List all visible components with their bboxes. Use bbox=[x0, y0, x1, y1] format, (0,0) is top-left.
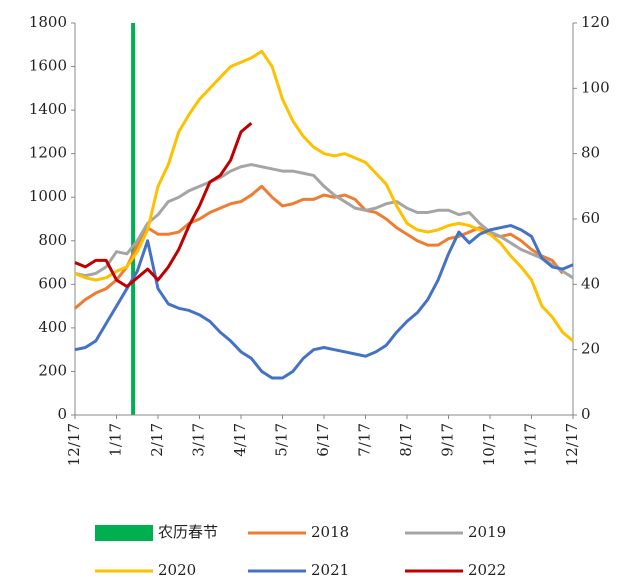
y-tick-label: 600 bbox=[38, 274, 67, 292]
legend-label: 2022 bbox=[468, 561, 506, 579]
x-tick-label: 8/17 bbox=[397, 423, 415, 457]
legend-label: 2019 bbox=[468, 523, 506, 541]
x-tick-label: 1/17 bbox=[107, 423, 125, 457]
y-tick-label: 800 bbox=[38, 231, 67, 249]
series-line bbox=[74, 224, 574, 380]
series-line bbox=[74, 49, 574, 343]
x-tick-label: 9/17 bbox=[439, 423, 457, 457]
y-tick-label: 1600 bbox=[29, 57, 67, 75]
x-tick-label: 10/17 bbox=[480, 423, 498, 466]
y-tick-label: 1000 bbox=[29, 187, 67, 205]
y2-tick-label: 40 bbox=[581, 274, 600, 292]
y2-tick-label: 60 bbox=[581, 209, 600, 227]
legend-label: 农历春节 bbox=[158, 523, 218, 541]
x-tick-label: 7/17 bbox=[356, 423, 374, 457]
series-line bbox=[74, 163, 574, 280]
legend-label: 2018 bbox=[311, 523, 349, 541]
x-tick-label: 3/17 bbox=[190, 423, 208, 457]
legend-swatch bbox=[95, 525, 153, 541]
y2-tick-label: 20 bbox=[581, 340, 600, 358]
y2-tick-label: 0 bbox=[581, 405, 591, 423]
x-tick-label: 6/17 bbox=[314, 423, 332, 457]
x-tick-label: 4/17 bbox=[231, 423, 249, 457]
y-tick-label: 400 bbox=[38, 318, 67, 336]
y-tick-label: 1400 bbox=[29, 100, 67, 118]
series-line bbox=[74, 122, 253, 289]
series-line bbox=[74, 184, 564, 310]
legend-label: 2020 bbox=[158, 561, 196, 579]
x-tick-label: 2/17 bbox=[148, 423, 166, 457]
y2-tick-label: 120 bbox=[581, 13, 610, 31]
y2-tick-label: 100 bbox=[581, 78, 610, 96]
x-tick-label: 11/17 bbox=[522, 423, 540, 466]
legend-label: 2021 bbox=[311, 561, 349, 579]
y2-tick-label: 80 bbox=[581, 144, 600, 162]
spring-festival-bar bbox=[131, 23, 136, 415]
y-tick-label: 200 bbox=[38, 361, 67, 379]
y-tick-label: 1200 bbox=[29, 144, 67, 162]
y-tick-label: 0 bbox=[57, 405, 67, 423]
y-tick-label: 1800 bbox=[29, 13, 67, 31]
x-tick-label: 5/17 bbox=[273, 423, 291, 457]
x-tick-label: 12/17 bbox=[563, 423, 581, 466]
x-tick-label: 12/17 bbox=[65, 423, 83, 466]
